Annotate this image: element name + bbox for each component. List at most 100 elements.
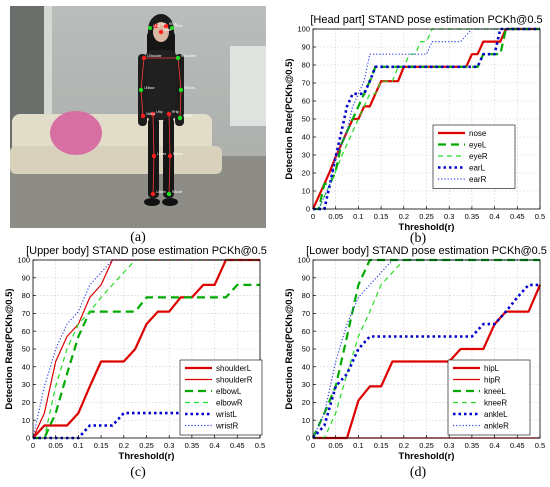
x-tick-label: 0.2: [399, 212, 409, 221]
y-tick-label: 0: [26, 434, 30, 443]
keypoint-label: LAnkle: [156, 190, 166, 194]
y-tick-label: 70: [22, 309, 30, 318]
x-tick-label: 0.45: [230, 441, 245, 450]
x-tick-label: 0: [311, 212, 315, 221]
x-tick-label: 0: [31, 441, 35, 450]
photo-person-torso: [146, 50, 176, 120]
pose-photo: Nose LEye REye LEar REar LShoulder RShoulder LE…: [10, 6, 266, 228]
y-tick-label: 50: [302, 345, 310, 354]
legend-label-ankleR: ankleR: [484, 422, 509, 431]
keypoint-label: RElbow: [184, 86, 196, 90]
legend-label-hipR: hipR: [484, 376, 501, 385]
x-tick-label: 0.3: [444, 212, 454, 221]
series-line-earR: [313, 28, 540, 210]
y-tick-label: 50: [302, 115, 310, 124]
legend-label-elbowR: elbowR: [216, 399, 243, 408]
keypoint-label: LElbow: [144, 86, 155, 90]
x-tick-label: 0.1: [353, 212, 363, 221]
y-axis-label: Detection Rate(PCKh@0.5): [4, 288, 15, 409]
x-tick-label: 0.25: [139, 441, 154, 450]
y-tick-label: 90: [302, 43, 310, 52]
y-tick-label: 30: [302, 151, 310, 160]
photo-window: [230, 46, 266, 126]
legend-label-kneeR: kneeR: [484, 399, 507, 408]
x-tick-label: 0.25: [419, 212, 434, 221]
x-tick-label: 0.15: [374, 212, 389, 221]
legend: nose eyeL eyeR earL earR: [432, 124, 516, 189]
series-line-eyeR: [313, 28, 540, 210]
series-line-wristR: [32, 259, 260, 439]
y-tick-label: 80: [22, 291, 30, 300]
y-tick-label: 90: [302, 273, 310, 282]
y-tick-label: 70: [302, 79, 310, 88]
photo-person-leg-right: [163, 118, 174, 198]
photo-door-frame: [44, 6, 52, 156]
x-tick-label: 0.5: [535, 212, 545, 221]
y-tick-label: 30: [302, 380, 310, 389]
legend-label-kneeL: kneeL: [484, 387, 506, 396]
keypoint-label: REye: [169, 22, 177, 26]
y-tick-label: 10: [302, 187, 310, 196]
y-tick-label: 40: [302, 133, 310, 142]
y-axis-label: Detection Rate(PCKh@0.5): [284, 288, 295, 409]
x-tick-label: 0.45: [510, 212, 525, 221]
chart-title: [Head part] STAND pose estimation PCKh@0…: [310, 14, 542, 26]
caption-c: (c): [130, 465, 146, 480]
legend-box: [432, 124, 516, 189]
x-tick-label: 0.15: [94, 441, 109, 450]
y-tick-label: 10: [22, 416, 30, 425]
keypoint-label: LHip: [156, 110, 163, 114]
photo-keypoint-labels: Nose LEye REye LEar REar LShoulder RShoulder LE…: [144, 22, 197, 194]
legend-label-earR: earR: [469, 175, 487, 184]
y-tick-label: 100: [297, 25, 310, 34]
x-tick-label: 0.05: [328, 441, 343, 450]
y-tick-label: 20: [302, 169, 310, 178]
x-tick-label: 0.35: [185, 441, 200, 450]
x-tick-label: 0.35: [465, 212, 480, 221]
x-tick-label: 0.5: [255, 441, 265, 450]
photo-keypoints: [138, 23, 184, 197]
chart-upper: [Upper body] STAND pose estimation PCKh@…: [4, 245, 267, 462]
y-tick-label: 20: [302, 398, 310, 407]
x-tick-label: 0.35: [465, 441, 480, 450]
x-tick-label: 0.3: [444, 441, 454, 450]
y-tick-label: 70: [302, 309, 310, 318]
y-tick-label: 80: [302, 291, 310, 300]
keypoint-label: RAnkle: [172, 190, 183, 194]
legend-label-nose: nose: [469, 129, 487, 138]
x-axis-label: Threshold(r): [119, 451, 175, 462]
x-tick-label: 0.3: [164, 441, 174, 450]
legend-box: [447, 359, 531, 436]
chart-lower: [Lower body] STAND pose estimation PCKh@…: [284, 245, 547, 462]
photo-shoe-right: [162, 198, 178, 206]
series-line-shoulderL: [32, 258, 260, 439]
keypoint-label: Nose: [164, 28, 172, 32]
y-axis-label: Detection Rate(PCKh@0.5): [284, 58, 295, 179]
keypoint-label: RHip: [172, 110, 179, 114]
legend-label-hipL: hipL: [484, 364, 500, 373]
x-tick-label: 0.1: [73, 441, 83, 450]
x-axis-label: Threshold(r): [399, 222, 455, 232]
legend-label-elbowL: elbowL: [216, 387, 242, 396]
legend-box: [179, 359, 263, 436]
y-tick-label: 100: [17, 256, 30, 265]
keypoint-label: RWrist: [183, 114, 193, 118]
keypoint-label: LWrist: [146, 112, 155, 116]
series-line-kneeR: [313, 259, 540, 439]
y-tick-label: 50: [22, 345, 30, 354]
series-line-eyeL: [313, 27, 540, 211]
keypoint-label: LEye: [159, 22, 166, 26]
legend: shoulderL shoulderR elbowL elbowR wristL wris…: [179, 359, 263, 436]
y-tick-label: 100: [297, 256, 310, 265]
series-line-earL: [313, 27, 540, 211]
legend-label-eyeR: eyeR: [469, 152, 488, 161]
keypoint-label: REar: [175, 24, 183, 28]
chart-title: [Upper body] STAND pose estimation PCKh@…: [26, 245, 267, 257]
keypoint-label: LEar: [153, 24, 161, 28]
x-tick-label: 0.4: [209, 441, 219, 450]
legend-label-eyeL: eyeL: [469, 141, 487, 150]
keypoint-label: RKnee: [173, 152, 183, 156]
x-tick-label: 0.2: [399, 441, 409, 450]
x-tick-label: 0.05: [48, 441, 63, 450]
x-tick-label: 0.1: [353, 441, 363, 450]
